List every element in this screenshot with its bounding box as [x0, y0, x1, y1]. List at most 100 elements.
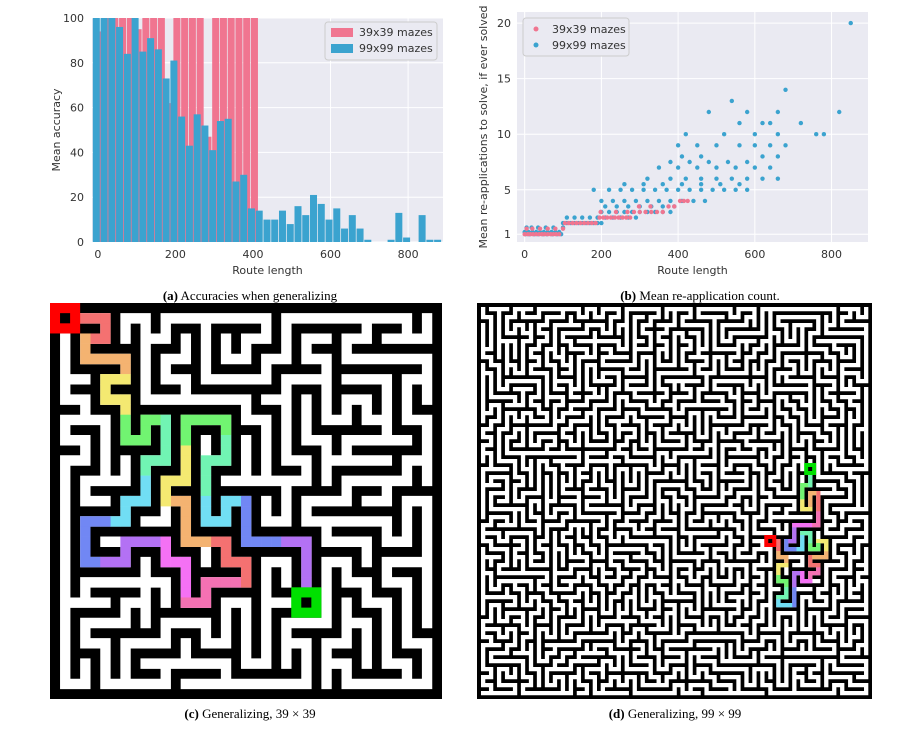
point-39x39 — [533, 232, 539, 237]
path-cell — [100, 516, 111, 527]
point-99x99 — [675, 143, 681, 148]
point-39x39 — [666, 204, 671, 209]
point-99x99 — [752, 143, 758, 148]
path-cell — [130, 435, 141, 446]
bar-99x99 — [162, 78, 170, 242]
path-cell — [120, 516, 131, 527]
bar-99x99 — [333, 208, 341, 242]
path-cell — [800, 495, 805, 500]
path-cell — [784, 563, 789, 568]
path-cell — [776, 595, 781, 600]
maze-corridor-cells — [480, 307, 869, 696]
path-cell — [792, 547, 797, 552]
path-cell — [180, 424, 192, 436]
x-tick-label: 400 — [242, 248, 263, 261]
maze-39-panel — [50, 303, 442, 699]
bar-99x99 — [395, 212, 403, 242]
path-cell — [816, 567, 821, 572]
bar-99x99 — [170, 60, 178, 243]
path-cell — [820, 539, 825, 544]
point-99x99 — [695, 143, 700, 148]
point-99x99 — [675, 187, 681, 192]
path-cell — [808, 559, 813, 564]
point-99x99 — [629, 187, 635, 192]
path-cell — [808, 523, 813, 528]
path-cell — [200, 587, 212, 598]
point-99x99 — [721, 132, 727, 137]
bar-99x99 — [263, 219, 271, 242]
bar-99x99 — [247, 208, 255, 242]
point-99x99 — [767, 165, 773, 170]
path-cell — [180, 506, 192, 517]
legend-label-39x39: 39x39 mazes — [552, 23, 626, 36]
path-cell — [100, 333, 111, 344]
point-99x99 — [798, 120, 804, 126]
path-cell — [800, 539, 805, 544]
path-cell — [804, 483, 809, 488]
point-99x99 — [710, 187, 715, 192]
caption-c-tag: (c) — [184, 706, 199, 721]
legend-swatch-99x99 — [331, 44, 353, 53]
point-99x99 — [837, 109, 842, 115]
path-cell — [816, 499, 821, 504]
point-99x99 — [675, 165, 681, 170]
point-99x99 — [714, 143, 719, 148]
point-99x99 — [767, 143, 773, 148]
point-99x99 — [775, 154, 781, 159]
point-39x39 — [608, 215, 614, 220]
path-cell — [170, 556, 181, 568]
path-cell — [180, 465, 192, 476]
path-cell — [792, 579, 797, 584]
path-cell — [824, 547, 829, 552]
point-99x99 — [656, 198, 662, 204]
path-cell — [210, 516, 222, 527]
path-cell — [160, 424, 171, 436]
point-39x39 — [612, 215, 618, 220]
path-cell — [240, 577, 252, 588]
path-cell — [80, 546, 91, 558]
path-cell — [796, 523, 801, 528]
path-cell — [100, 353, 111, 365]
point-39x39 — [524, 226, 529, 231]
point-99x99 — [587, 215, 593, 220]
path-cell — [160, 414, 171, 426]
y-tick-label: 60 — [70, 102, 84, 115]
solution-path — [768, 467, 829, 608]
point-99x99 — [683, 176, 688, 181]
bar-99x99 — [232, 181, 240, 242]
y-tick-label: 20 — [70, 191, 84, 204]
path-cell — [776, 551, 781, 556]
point-99x99 — [737, 182, 742, 187]
path-cell — [140, 455, 151, 466]
point-99x99 — [683, 132, 688, 137]
path-cell — [776, 571, 781, 576]
path-cell — [220, 546, 232, 558]
point-99x99 — [737, 120, 742, 126]
path-cell — [800, 531, 805, 536]
caption-a: (a) Accuracies when generalizing — [120, 288, 380, 304]
point-99x99 — [714, 176, 719, 181]
point-99x99 — [848, 20, 853, 26]
y-tick-label: 40 — [70, 146, 84, 159]
path-cell — [800, 571, 805, 576]
path-cell — [140, 435, 151, 446]
path-cell — [776, 539, 781, 544]
point-39x39 — [545, 232, 550, 237]
path-cell — [110, 353, 121, 365]
path-cell — [776, 547, 781, 552]
legend-label-99x99: 99x99 mazes — [359, 42, 433, 55]
path-cell — [210, 577, 222, 588]
path-cell — [301, 546, 312, 558]
path-cell — [816, 491, 821, 496]
bar-39x39 — [250, 18, 258, 242]
path-cell — [120, 374, 131, 385]
point-39x39 — [593, 220, 598, 226]
path-cell — [301, 536, 312, 547]
y-axis-label: Mean re-applications to solve, if ever s… — [477, 6, 490, 249]
bar-39x39 — [243, 18, 251, 242]
path-cell — [792, 583, 797, 588]
path-cell — [816, 555, 821, 560]
point-99x99 — [714, 165, 719, 170]
accuracy-chart-panel: 0 20 40 60 80 100 0 200 400 600 800 Route length Mea… — [0, 0, 457, 285]
